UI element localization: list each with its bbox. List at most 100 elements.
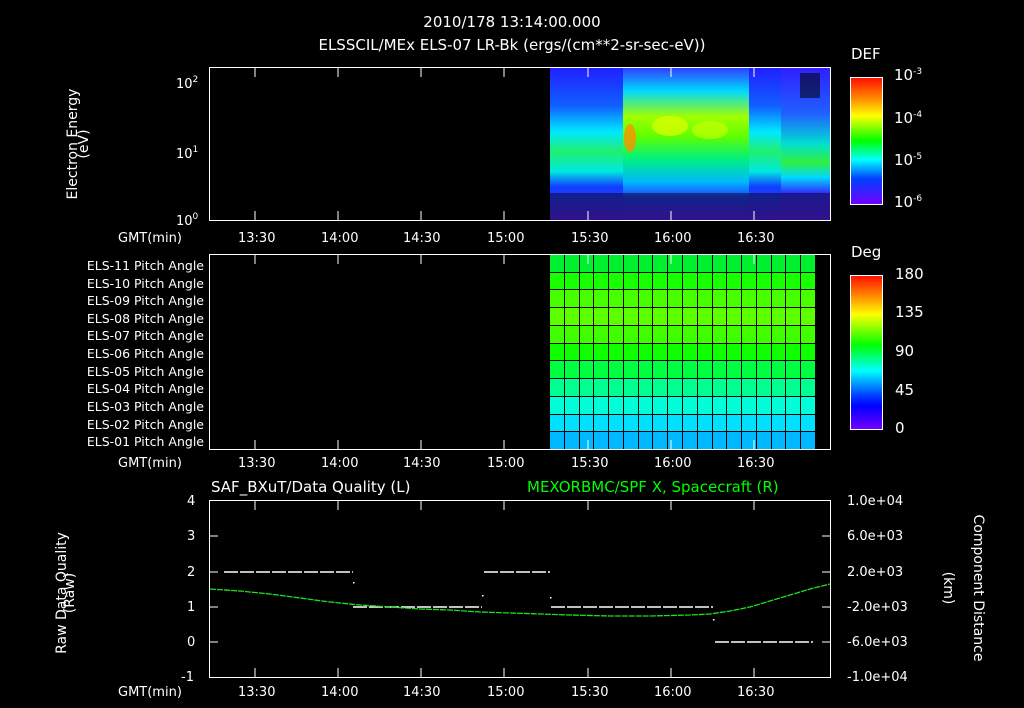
pitch-angle-cell <box>697 308 712 325</box>
def-tick-1e-5: 10-5 <box>894 151 923 169</box>
pitch-angle-cell <box>697 361 712 379</box>
time-tick-1630: 16:30 <box>737 231 775 246</box>
pitch-angle-cell <box>742 361 756 379</box>
pitch-angle-cell <box>756 396 771 414</box>
pitch-angle-cell <box>623 414 638 432</box>
pitch-angle-cell <box>638 361 653 379</box>
pitch-angle-cell <box>742 325 756 343</box>
pitch-angle-cell <box>638 396 653 414</box>
pitch-angle-cell <box>623 361 638 379</box>
pitch-angle-cell <box>786 414 801 432</box>
pitch-angle-cell <box>653 325 668 343</box>
time-tick-1400: 14:00 <box>321 231 359 246</box>
time-tick-1600: 16:00 <box>654 456 692 471</box>
pitch-angle-cell <box>771 325 786 343</box>
pitch-angle-cell <box>668 379 682 396</box>
pa-label-els05: ELS-05 Pitch Angle <box>86 364 204 379</box>
time-tick-1500: 15:00 <box>487 456 525 471</box>
pitch-angle-cell <box>653 272 668 290</box>
dist-ytick-1e4: 1.0e+04 <box>847 494 904 509</box>
time-tick-1430: 14:30 <box>403 456 441 471</box>
pa-label-els01: ELS-01 Pitch Angle <box>86 434 204 449</box>
pitch-angle-cell <box>786 379 801 396</box>
pitch-angle-cell <box>697 414 712 432</box>
pitch-angle-cell <box>771 272 786 290</box>
pitch-angle-cell <box>712 290 727 308</box>
pitch-angle-cell <box>638 272 653 290</box>
pitch-angle-cell <box>594 255 609 272</box>
data-quality-title: SAF_BXuT/Data Quality (L) <box>211 478 411 496</box>
pitch-angle-cell <box>564 255 579 272</box>
pitch-angle-cell <box>564 379 579 396</box>
pitch-angle-cell <box>579 255 594 272</box>
pitch-angle-cell <box>756 414 771 432</box>
pitch-angle-cell <box>697 396 712 414</box>
pitch-angle-cell <box>682 308 697 325</box>
pitch-angle-grid <box>550 255 815 449</box>
pitch-angle-cell <box>727 414 742 432</box>
pitch-angle-cell <box>727 379 742 396</box>
pitch-angle-cell <box>668 290 682 308</box>
pitch-angle-cell <box>623 379 638 396</box>
dq-ytick-2: 2 <box>187 565 196 580</box>
pitch-angle-cell <box>727 290 742 308</box>
pitch-angle-cell <box>564 361 579 379</box>
pitch-angle-cell <box>712 325 727 343</box>
pitch-angle-cell <box>756 325 771 343</box>
pitch-angle-cell <box>550 379 564 396</box>
pitch-angle-cell <box>623 272 638 290</box>
pitch-angle-cell <box>786 343 801 361</box>
dq-ytick-1: 1 <box>187 600 196 615</box>
pitch-angle-cell <box>697 255 712 272</box>
dist-ytick-neg6e3: -6.0e+03 <box>847 635 908 650</box>
pitch-angle-cell <box>742 343 756 361</box>
pitch-angle-cell <box>638 432 653 449</box>
time-tick-1530: 15:30 <box>571 456 609 471</box>
pitch-angle-cell <box>609 272 623 290</box>
dq-ytick-3: 3 <box>187 529 196 544</box>
time-tick-1530: 15:30 <box>571 231 609 246</box>
pitch-angle-cell <box>712 343 727 361</box>
time-tick-1500: 15:00 <box>487 231 525 246</box>
pitch-angle-cell <box>786 272 801 290</box>
pitch-angle-cell <box>756 308 771 325</box>
pitch-angle-cell <box>756 361 771 379</box>
dist-ytick-neg1e4: -1.0e+04 <box>847 670 908 685</box>
pitch-angle-cell <box>801 272 815 290</box>
pitch-angle-cell <box>771 432 786 449</box>
pitch-angle-cell <box>668 308 682 325</box>
pitch-angle-cell <box>609 290 623 308</box>
pitch-angle-cell <box>579 272 594 290</box>
pitch-angle-cell <box>668 396 682 414</box>
pitch-angle-cell <box>638 290 653 308</box>
pitch-angle-cell <box>668 272 682 290</box>
pitch-angle-cell <box>564 432 579 449</box>
pitch-angle-cell <box>727 432 742 449</box>
pitch-angle-cell <box>771 414 786 432</box>
pitch-angle-cell <box>756 272 771 290</box>
dq-ytick-neg1: -1 <box>181 670 194 685</box>
pitch-angle-cell <box>609 255 623 272</box>
pitch-angle-cell <box>594 432 609 449</box>
pitch-angle-cell <box>623 396 638 414</box>
pitch-angle-cell <box>801 396 815 414</box>
pitch-angle-cell <box>727 255 742 272</box>
pitch-angle-cell <box>579 290 594 308</box>
pa-label-els07: ELS-07 Pitch Angle <box>86 328 204 343</box>
pitch-angle-cell <box>594 361 609 379</box>
pa-label-els10: ELS-10 Pitch Angle <box>86 276 204 291</box>
pa-label-els08: ELS-08 Pitch Angle <box>86 311 204 326</box>
pitch-angle-cell <box>742 396 756 414</box>
pitch-angle-cell <box>712 432 727 449</box>
pitch-angle-cell <box>609 414 623 432</box>
pitch-angle-cell <box>771 343 786 361</box>
pitch-angle-cell <box>742 290 756 308</box>
pitch-angle-cell <box>771 308 786 325</box>
deg-tick-0: 0 <box>895 419 905 437</box>
pitch-angle-cell <box>653 343 668 361</box>
time-tick-1330: 13:30 <box>238 231 276 246</box>
pitch-angle-cell <box>771 255 786 272</box>
plot-timestamp: 2010/178 13:14:00.000 <box>423 13 601 31</box>
pitch-angle-cell <box>609 325 623 343</box>
pitch-angle-cell <box>638 255 653 272</box>
